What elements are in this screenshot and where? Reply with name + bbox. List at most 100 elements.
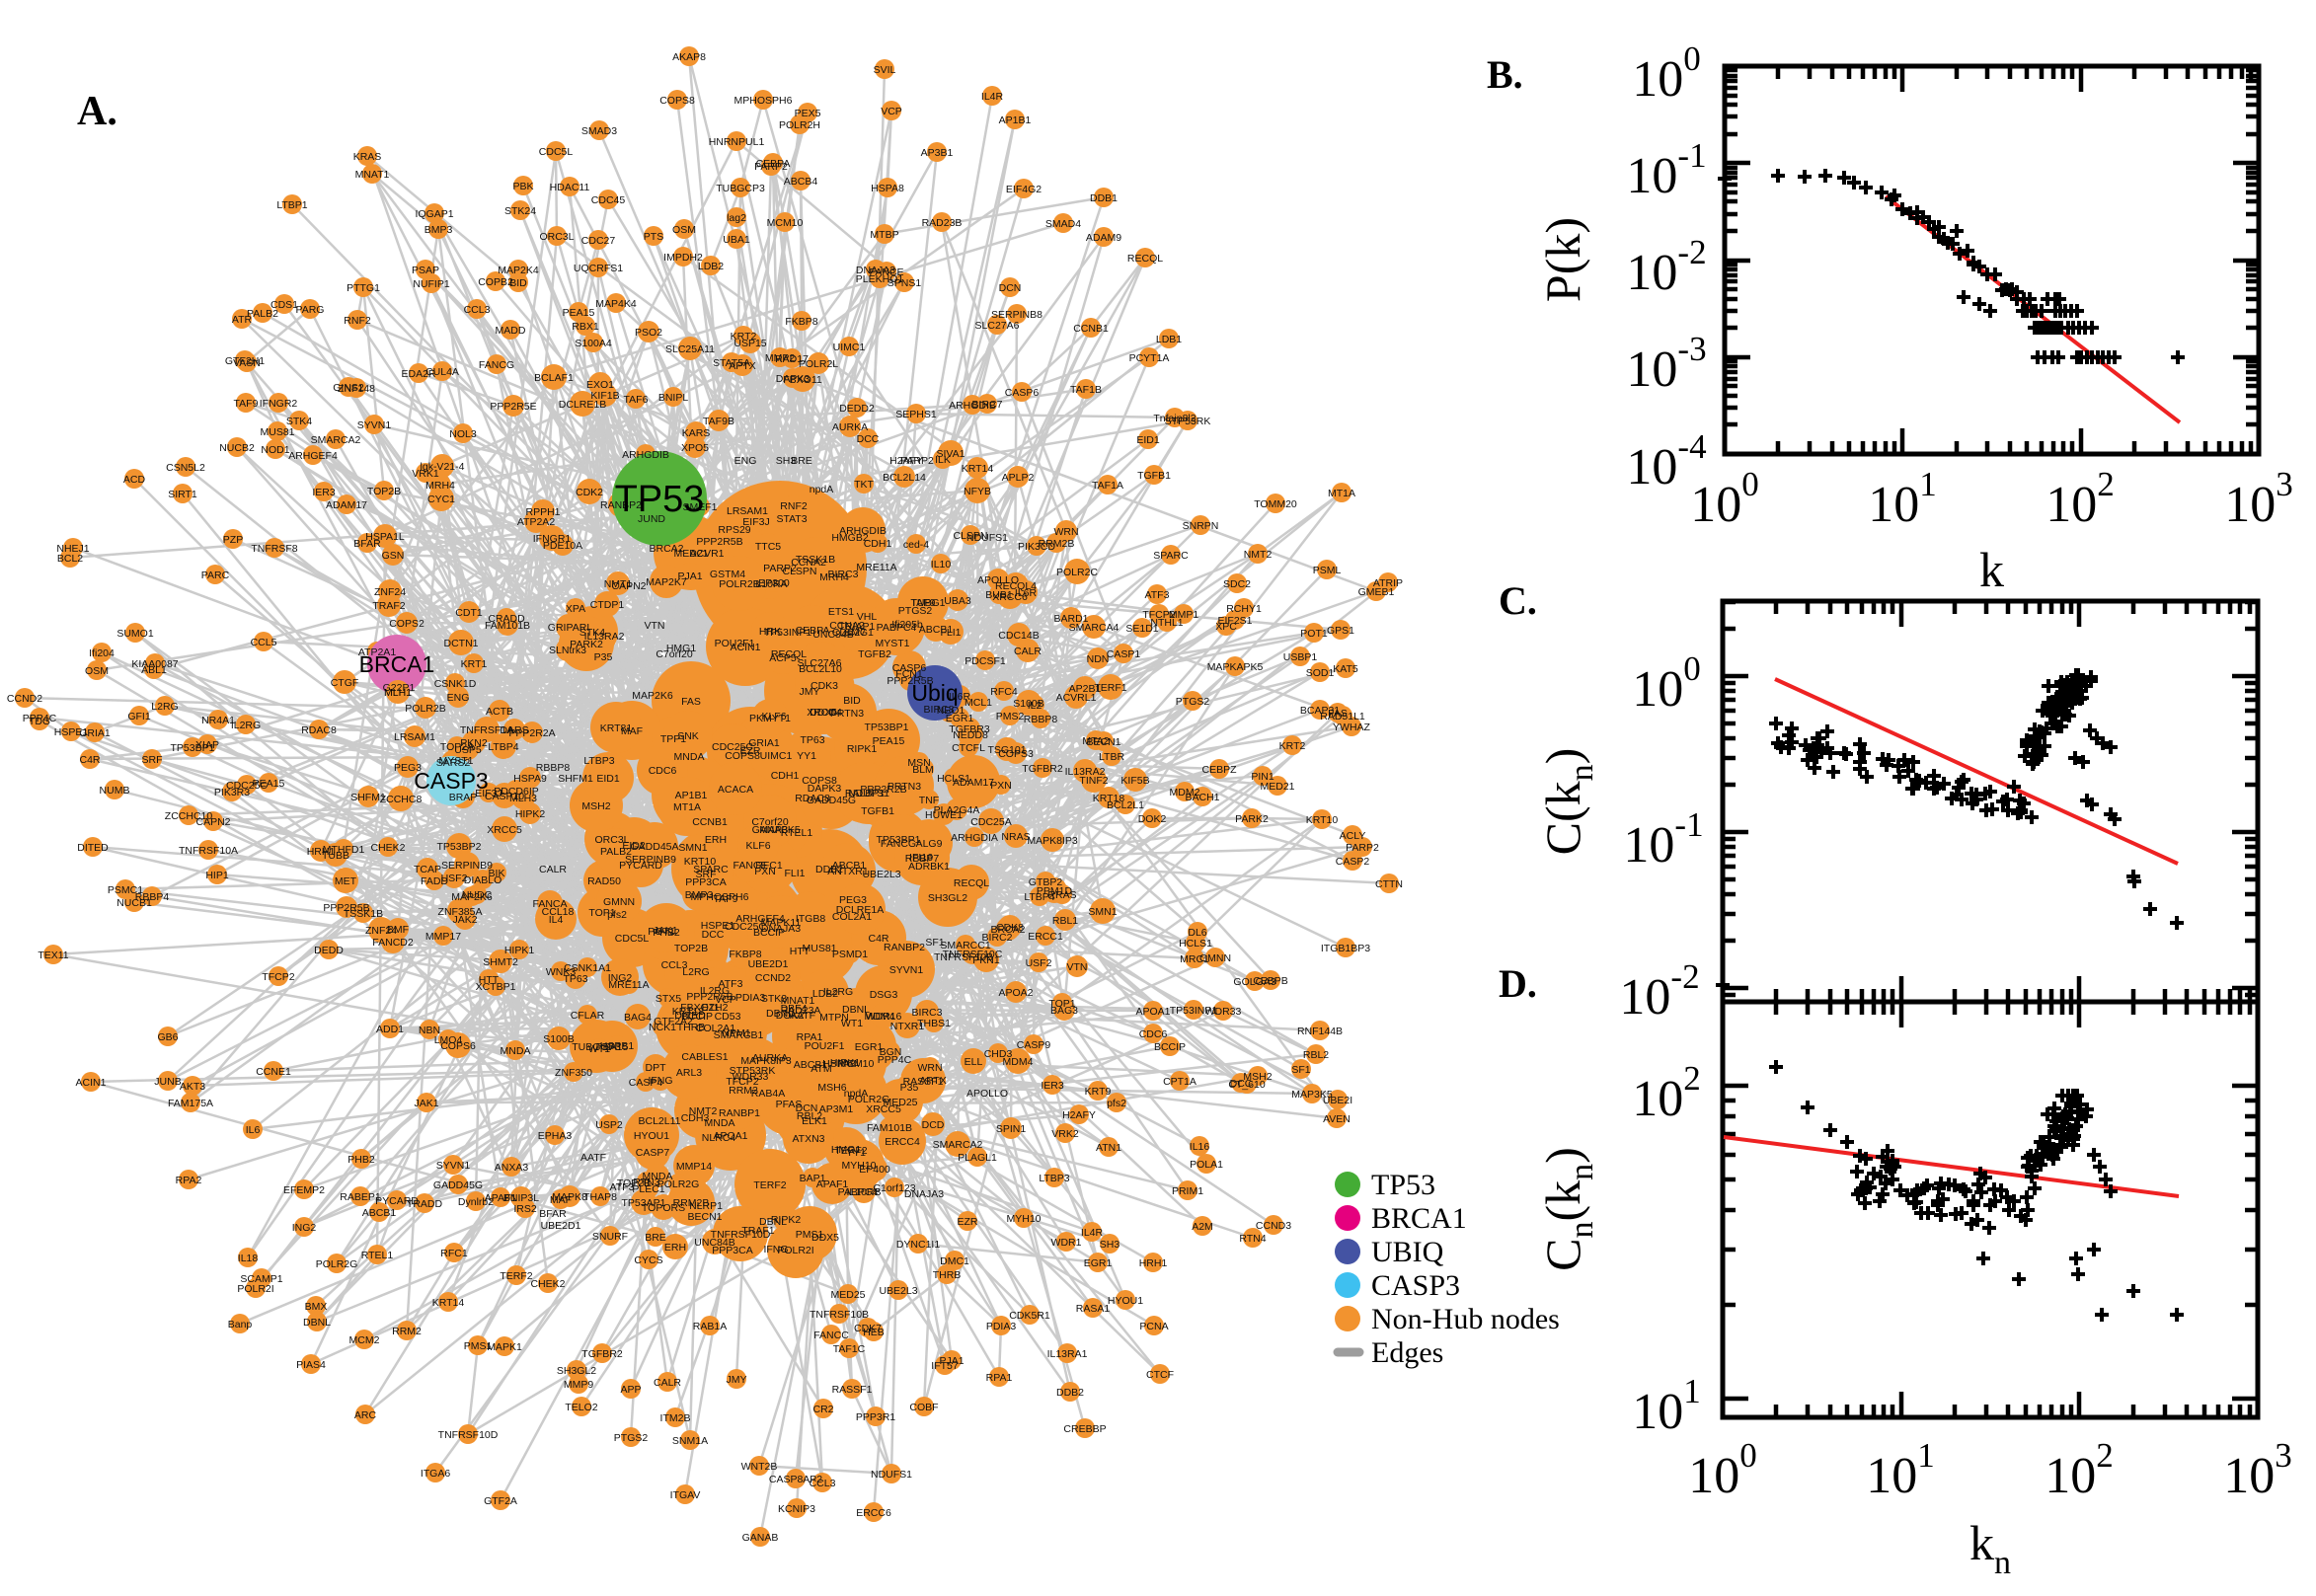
- svg-text:KRT1: KRT1: [461, 658, 488, 670]
- svg-text:TERF2: TERF2: [500, 1270, 532, 1282]
- svg-text:LTBR: LTBR: [1099, 751, 1124, 763]
- svg-text:XPO5: XPO5: [681, 442, 709, 454]
- svg-text:AKAP8: AKAP8: [672, 51, 706, 63]
- svg-text:ETS1: ETS1: [828, 606, 854, 618]
- svg-text:DDB1: DDB1: [1090, 192, 1118, 204]
- svg-text:SYVN1: SYVN1: [357, 419, 392, 431]
- svg-text:ZCCHC8: ZCCHC8: [380, 794, 423, 805]
- svg-text:BIRC2: BIRC2: [982, 932, 1013, 944]
- svg-text:BAG4: BAG4: [624, 1012, 652, 1024]
- svg-text:GB6: GB6: [157, 1031, 178, 1043]
- svg-text:TAF1B: TAF1B: [1070, 384, 1102, 396]
- svg-text:H2AFY: H2AFY: [1062, 1109, 1096, 1121]
- svg-text:TGFB2: TGFB2: [858, 648, 891, 660]
- svg-text:RANBP2: RANBP2: [884, 942, 925, 953]
- svg-text:WRN: WRN: [917, 1062, 942, 1074]
- svg-text:ITGA6: ITGA6: [421, 1468, 451, 1480]
- svg-text:CSN5L2: CSN5L2: [166, 462, 205, 474]
- svg-text:npdA: npdA: [844, 1088, 869, 1100]
- svg-text:ARHGEF4: ARHGEF4: [288, 450, 338, 462]
- svg-text:VRK2: VRK2: [1051, 1128, 1079, 1140]
- svg-text:BCLAF1: BCLAF1: [534, 372, 574, 384]
- svg-text:ZNF385A: ZNF385A: [438, 906, 483, 918]
- svg-text:RDAC8: RDAC8: [301, 724, 337, 736]
- svg-text:PSML: PSML: [1313, 565, 1342, 576]
- svg-text:WDR16: WDR16: [866, 1011, 902, 1023]
- svg-text:GTF2A2: GTF2A2: [654, 1016, 693, 1027]
- svg-text:SLNtrk3: SLNtrk3: [549, 645, 586, 656]
- svg-text:CDC25C: CDC25C: [226, 780, 268, 792]
- svg-text:RBX1: RBX1: [572, 321, 599, 333]
- svg-text:CCNE1: CCNE1: [256, 1066, 291, 1078]
- svg-text:TOMM20: TOMM20: [1254, 498, 1297, 510]
- svg-text:MRE11A: MRE11A: [608, 979, 649, 991]
- svg-text:ARHGDIB: ARHGDIB: [622, 449, 669, 461]
- svg-text:ERCC1: ERCC1: [1028, 931, 1063, 943]
- svg-text:CASP3: CASP3: [1371, 1269, 1460, 1302]
- svg-text:CDK7: CDK7: [854, 1323, 882, 1334]
- svg-text:ARC: ARC: [354, 1409, 377, 1421]
- svg-text:LDB1: LDB1: [1156, 334, 1182, 345]
- svg-text:RTN3: RTN3: [633, 1177, 659, 1188]
- svg-text:TEX11: TEX11: [38, 950, 68, 961]
- svg-text:MAP3K5: MAP3K5: [1291, 1089, 1333, 1101]
- svg-text:TNFRSF10D: TNFRSF10D: [438, 1429, 499, 1441]
- svg-text:ced-4: ced-4: [903, 539, 929, 551]
- svg-text:NMT2: NMT2: [1244, 549, 1273, 561]
- svg-text:BID: BID: [843, 695, 861, 707]
- svg-text:EGR1: EGR1: [1084, 1257, 1113, 1269]
- svg-text:FANCG: FANCG: [881, 838, 916, 850]
- svg-text:PFAS: PFAS: [776, 1099, 803, 1110]
- svg-text:IFNGR2: IFNGR2: [260, 398, 298, 410]
- svg-text:JAK1: JAK1: [653, 925, 677, 937]
- svg-text:TOP2B: TOP2B: [674, 943, 708, 954]
- svg-text:CDC14B: CDC14B: [998, 630, 1039, 642]
- svg-text:KCNIP3: KCNIP3: [778, 1503, 815, 1515]
- svg-text:LRSAM1: LRSAM1: [394, 731, 435, 743]
- svg-text:TNFRSF10B: TNFRSF10B: [810, 1309, 869, 1321]
- svg-text:IL6: IL6: [246, 1124, 261, 1136]
- svg-text:CYC1: CYC1: [427, 494, 455, 505]
- svg-text:SPARC: SPARC: [1153, 550, 1189, 562]
- svg-text:PTGS2: PTGS2: [614, 1432, 649, 1444]
- svg-text:HSPA9: HSPA9: [513, 773, 547, 785]
- svg-text:PDE10A: PDE10A: [543, 540, 582, 552]
- svg-text:TDG: TDG: [29, 716, 50, 727]
- svg-text:KRT18: KRT18: [1093, 793, 1125, 804]
- svg-text:CALR: CALR: [1014, 646, 1042, 657]
- svg-text:AKT3: AKT3: [180, 1081, 205, 1093]
- svg-text:IL4R: IL4R: [1081, 1227, 1104, 1239]
- svg-text:PPP3R1: PPP3R1: [856, 1411, 895, 1423]
- svg-text:ING2: ING2: [292, 1222, 317, 1234]
- svg-text:MYST1: MYST1: [875, 638, 909, 649]
- svg-text:RNF144B: RNF144B: [1297, 1026, 1343, 1037]
- svg-text:C1orf123: C1orf123: [873, 1182, 915, 1194]
- svg-text:CHD3: CHD3: [984, 1048, 1013, 1060]
- svg-text:NLRC4: NLRC4: [702, 1132, 736, 1144]
- svg-text:MAP2K6: MAP2K6: [632, 690, 673, 702]
- svg-text:MRE11A: MRE11A: [856, 562, 896, 573]
- svg-text:TP53BP1: TP53BP1: [171, 742, 215, 754]
- svg-text:GADD45G: GADD45G: [433, 1179, 483, 1191]
- svg-text:LDB2: LDB2: [698, 261, 724, 272]
- svg-text:RAD23B: RAD23B: [922, 217, 963, 229]
- svg-text:NUMB: NUMB: [100, 785, 130, 797]
- svg-text:AP2B1: AP2B1: [1069, 683, 1102, 695]
- svg-text:GTF2A: GTF2A: [484, 1495, 517, 1507]
- svg-text:MED25: MED25: [830, 1289, 865, 1301]
- svg-text:DCC: DCC: [702, 929, 725, 941]
- svg-text:HYOU1: HYOU1: [634, 1130, 669, 1142]
- svg-text:HTT: HTT: [479, 974, 500, 986]
- svg-text:SLC27A6: SLC27A6: [975, 320, 1020, 332]
- svg-text:RBBP8: RBBP8: [1024, 714, 1058, 725]
- svg-text:CDH3: CDH3: [681, 1112, 710, 1124]
- svg-text:CASP3: CASP3: [414, 768, 488, 794]
- svg-text:MTPN: MTPN: [819, 1012, 849, 1024]
- svg-text:EP400: EP400: [859, 1164, 890, 1176]
- svg-text:PHB2: PHB2: [347, 1154, 375, 1166]
- svg-text:PKMYT1: PKMYT1: [749, 713, 791, 724]
- svg-text:KRT81: KRT81: [600, 722, 633, 734]
- svg-text:AURKA: AURKA: [832, 421, 868, 433]
- svg-text:CCNA2: CCNA2: [791, 557, 826, 569]
- svg-text:LRSAM1: LRSAM1: [727, 505, 768, 517]
